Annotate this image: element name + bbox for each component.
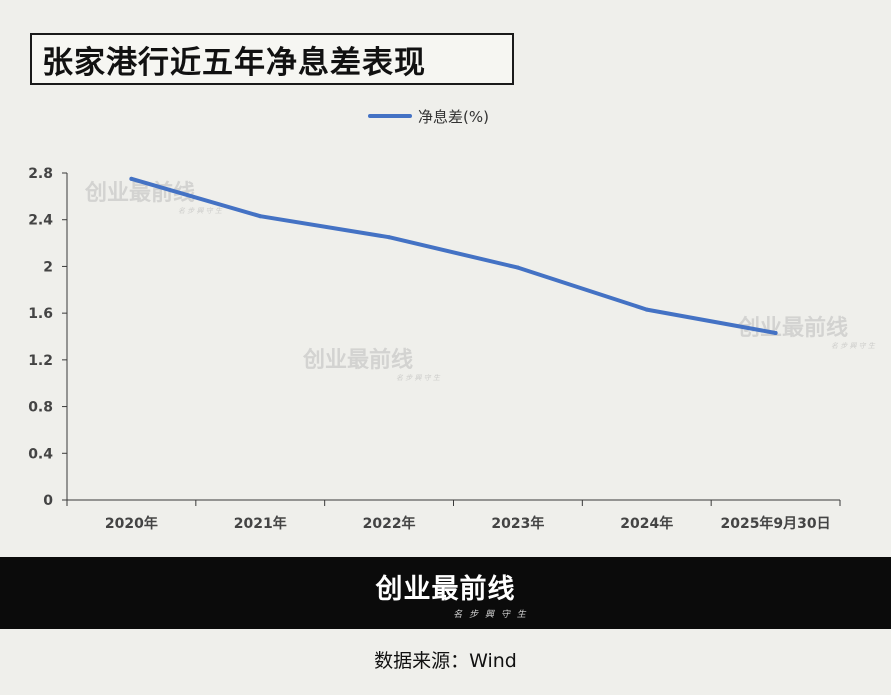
y-tick-label: 2.8 [28, 166, 53, 182]
y-axis: 0 0.4 0.8 1.2 1.6 2 2.4 2.8 [28, 166, 68, 509]
chart-title: 张家港行近五年净息差表现 [30, 33, 514, 85]
data-point [129, 176, 134, 181]
y-tick-label: 1.6 [28, 306, 53, 322]
x-tick-label: 2022年 [363, 515, 416, 532]
data-point [515, 265, 520, 270]
data-source: 数据来源：Wind [374, 650, 517, 672]
y-tick-label: 2 [43, 259, 53, 275]
y-tick-label: 0 [43, 493, 53, 509]
watermark: 创业最前线 名 步 興 守 生 创业最前线 名 步 興 守 生 创业最前线 名 … [84, 180, 876, 382]
y-tick-label: 0.8 [28, 400, 53, 416]
footer-tagline: 名 步 興 守 生 [453, 609, 528, 620]
watermark-text: 创业最前线 [302, 347, 413, 373]
x-tick-label: 2024年 [620, 515, 673, 532]
series-layer [129, 176, 778, 335]
y-tick-label: 0.4 [28, 446, 53, 462]
x-tick-label: 2020年 [105, 515, 158, 532]
data-point [644, 307, 649, 312]
watermark-sub: 名 步 興 守 生 [396, 374, 441, 382]
series-line [129, 176, 778, 335]
x-tick-label: 2025年9月30日 [720, 515, 830, 532]
x-tick-label: 2021年 [234, 515, 287, 532]
watermark-sub: 名 步 興 守 生 [178, 207, 223, 215]
footer-band: 创业最前线 名 步 興 守 生 [0, 557, 891, 629]
legend: 净息差(%) [368, 108, 489, 126]
footer-logo: 创业最前线 [375, 573, 516, 605]
data-point [258, 214, 263, 219]
x-tick-label: 2023年 [491, 515, 544, 532]
watermark-sub: 名 步 興 守 生 [831, 342, 876, 350]
data-point [387, 235, 392, 240]
legend-label: 净息差(%) [418, 108, 489, 126]
y-tick-label: 1.2 [28, 353, 53, 369]
data-point [773, 330, 778, 335]
y-tick-label: 2.4 [28, 213, 53, 229]
line-chart: 创业最前线 名 步 興 守 生 创业最前线 名 步 興 守 生 创业最前线 名 … [28, 108, 876, 532]
x-axis: 2020年 2021年 2022年 2023年 2024年 2025年9月30日 [66, 499, 841, 532]
